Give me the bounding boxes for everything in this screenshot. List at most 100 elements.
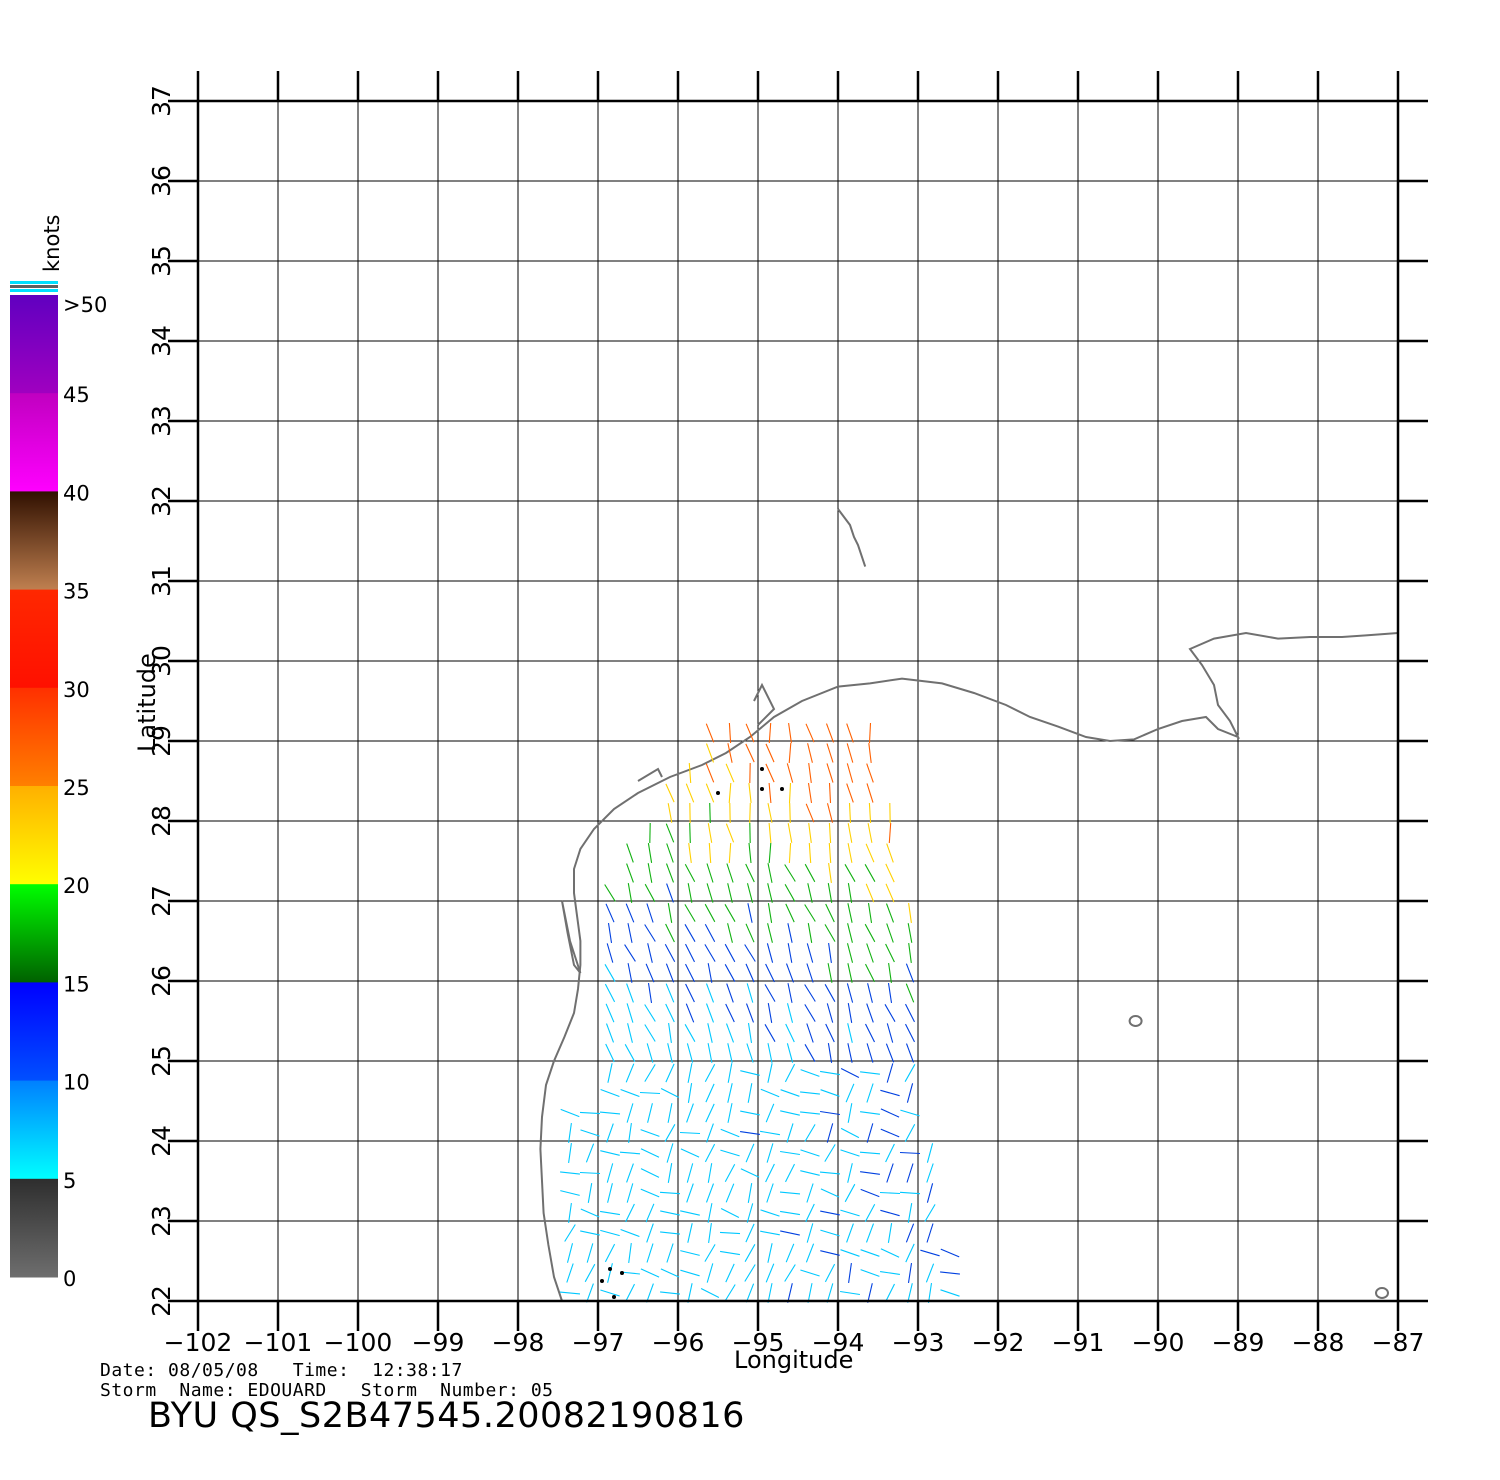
wind-vector: [700, 1288, 720, 1298]
wind-vector: [706, 883, 714, 903]
wind-vector: [787, 923, 793, 943]
wind-vector: [880, 1271, 900, 1275]
wind-vector: [660, 1088, 680, 1098]
wind-vector: [625, 1063, 635, 1083]
wind-vector: [707, 823, 713, 843]
wind-vector: [840, 1149, 860, 1157]
wind-vector: [800, 1111, 820, 1115]
wind-vector: [806, 1223, 814, 1243]
wind-vector: [626, 863, 634, 883]
wind-vector: [725, 1263, 735, 1283]
colorbar-tick-label: 5: [63, 1169, 76, 1193]
wind-vector: [560, 1171, 580, 1175]
colorbar-tick-label: 10: [63, 1071, 90, 1095]
wind-vector: [745, 743, 755, 763]
wind-vector: [607, 1183, 613, 1203]
wind-vector: [600, 1229, 620, 1237]
wind-vector: [868, 802, 872, 824]
storm-name-label: Storm Name:: [100, 1380, 237, 1401]
wind-vector: [640, 1268, 660, 1278]
wind-vector: [684, 1024, 696, 1042]
wind-vector: [607, 1263, 613, 1283]
wind-vector: [647, 943, 653, 963]
wind-vector: [828, 782, 832, 804]
wind-vector: [768, 842, 772, 864]
wind-vector: [780, 1110, 800, 1116]
colorbar-segment: [10, 687, 58, 787]
wind-vector: [686, 1103, 694, 1123]
wind-vector: [685, 1003, 695, 1023]
lon-tick-label: −87: [1372, 1328, 1425, 1357]
wind-vector: [626, 843, 634, 863]
wind-vector: [924, 1204, 936, 1222]
colorbar-segment: [10, 589, 58, 689]
wind-vector: [866, 1043, 874, 1063]
wind-vector: [820, 1110, 840, 1116]
wind-vector: [660, 1291, 680, 1295]
wind-vector: [706, 1123, 714, 1143]
rain-flag-dot: [780, 787, 784, 791]
wind-vector: [760, 1130, 780, 1136]
wind-vector: [604, 884, 616, 902]
colorbar-tick-label: 30: [63, 678, 90, 702]
wind-vector: [644, 1024, 656, 1042]
colorbar-segment: [10, 884, 58, 983]
wind-vector: [784, 864, 796, 882]
wind-vector: [825, 1023, 835, 1043]
wind-vector: [605, 1003, 615, 1023]
wind-vector: [640, 1148, 660, 1158]
wind-vector: [685, 783, 695, 803]
wind-vector: [560, 1190, 580, 1196]
wind-vector: [628, 1243, 632, 1263]
lat-tick-label: 34: [147, 325, 176, 357]
wind-vector: [820, 1250, 840, 1256]
wind-vector: [767, 1283, 773, 1303]
lat-tick-label: 37: [147, 85, 176, 117]
wind-vector: [606, 1163, 614, 1183]
wind-vector: [866, 783, 874, 803]
wind-vector: [708, 842, 712, 864]
lat-tick-label: 29: [147, 725, 176, 757]
wind-vector: [687, 1223, 693, 1243]
product-id: BYU QS_S2B47545.20082190816: [148, 1396, 745, 1436]
wind-vector: [800, 1069, 820, 1077]
wind-vector: [826, 763, 834, 783]
wind-vector: [625, 903, 635, 923]
wind-vector: [804, 1124, 816, 1142]
axis-ticks: [168, 71, 1428, 1331]
wind-vector: [625, 1203, 635, 1223]
wind-vector: [844, 1183, 856, 1203]
wind-vector: [724, 1163, 736, 1183]
wind-vector: [747, 1083, 753, 1103]
wind-vector: [826, 743, 834, 763]
wind-vector: [688, 762, 692, 784]
wind-vector: [640, 1168, 660, 1178]
wind-vector: [620, 1228, 640, 1238]
wind-vector: [940, 1289, 960, 1297]
galveston-bay: [753, 682, 776, 726]
wind-vector: [785, 1163, 795, 1183]
matagorda-bay: [637, 767, 663, 782]
wind-vector: [846, 743, 854, 763]
wind-vector: [568, 1203, 572, 1223]
wind-vector: [807, 743, 813, 763]
wind-vector: [766, 943, 774, 963]
wind-vector: [680, 1148, 700, 1158]
wind-vector: [745, 1283, 755, 1303]
wind-vector: [825, 723, 835, 743]
wind-vector: [768, 722, 772, 744]
wind-vector: [665, 823, 675, 843]
wind-vector: [885, 903, 895, 923]
wind-vector: [748, 842, 752, 864]
wind-vector: [907, 1283, 913, 1303]
coastline: [539, 508, 1399, 1302]
wind-vector: [880, 1209, 900, 1217]
wind-vector: [704, 1244, 716, 1262]
colorbar-tick-label: 15: [63, 972, 90, 996]
wind-vector: [740, 1070, 760, 1076]
wind-vector: [705, 1103, 715, 1123]
wind-vector: [665, 983, 675, 1003]
wind-vector: [704, 903, 716, 923]
wind-vector: [926, 1223, 934, 1243]
wind-vector: [804, 863, 816, 883]
